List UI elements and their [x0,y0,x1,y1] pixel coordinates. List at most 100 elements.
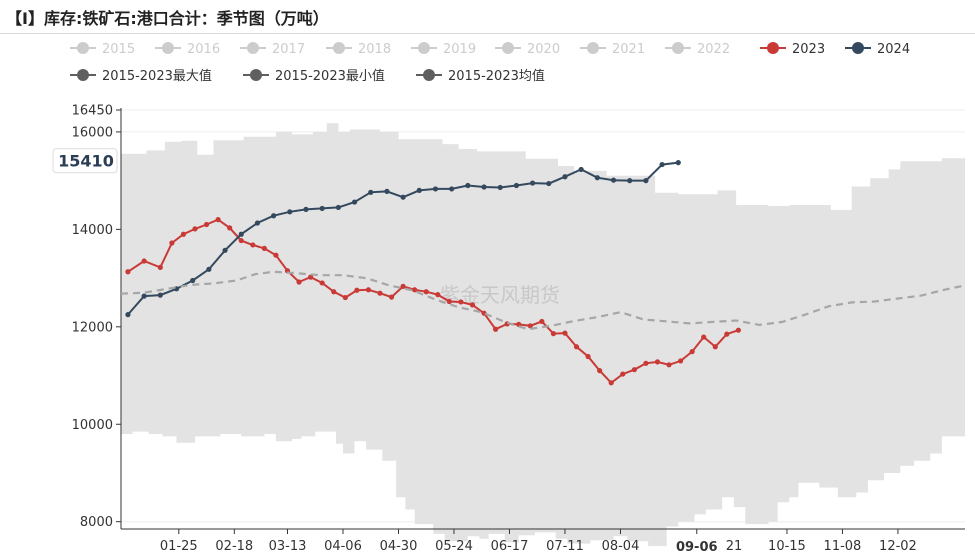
data-point-2024 [610,177,617,183]
data-point-2023 [125,269,131,275]
x-tick-label: 06-17 [491,539,529,554]
legend-dot-icon [587,42,599,54]
data-point-2023 [157,264,163,270]
legend-item-2019[interactable]: 2019 [411,42,476,57]
data-point-2024 [643,178,649,184]
x-tick-label-highlighted: 09-06 [676,540,718,555]
legend-dot-icon [247,42,259,54]
legend[interactable]: 2015 2016 2017 2018 2019 2020 2021 2022 2023 2024… [70,42,910,84]
legend-item-2015-2023均值[interactable]: 2015-2023均值 [416,68,545,84]
legend-dot-icon [423,69,435,81]
legend-label: 2015 [102,42,135,57]
data-point-2023 [585,353,591,360]
data-point-2024 [125,312,131,318]
legend-dot-icon [502,42,514,54]
x-tick-label: 01-25 [160,539,198,554]
y-tick-label: 16450 [72,104,113,119]
data-point-2024 [432,186,439,192]
data-point-2023 [342,294,348,301]
data-point-2023 [620,371,626,377]
data-point-2023 [180,231,187,237]
data-point-2023 [666,362,672,368]
data-point-2023 [273,252,279,258]
legend-item-2018[interactable]: 2018 [326,42,391,57]
legend-item-2015[interactable]: 2015 [70,42,135,57]
legend-item-2015-2023最大值[interactable]: 2015-2023最大值 [70,68,212,84]
legend-label: 2021 [612,42,645,57]
data-point-2023 [597,368,603,374]
data-point-2023 [169,240,175,246]
data-point-2024 [481,184,487,190]
data-point-2023 [400,283,406,289]
y-tick-label: 8000 [80,515,113,530]
legend-item-2021[interactable]: 2021 [580,42,645,57]
data-point-2024 [578,166,584,173]
max-min-band [121,123,965,547]
data-point-2024 [546,180,552,187]
data-point-2024 [141,293,147,299]
legend-label: 2024 [877,42,910,57]
data-point-2024 [562,174,568,180]
data-point-2023 [654,359,661,365]
data-point-2023 [319,280,325,286]
data-point-2023 [215,217,221,223]
legend-label: 2018 [358,42,391,57]
data-point-2023 [677,358,684,364]
legend-item-2020[interactable]: 2020 [495,42,560,57]
x-tick-label: 07-11 [546,539,584,554]
x-tick-label-partial: 21 [726,539,743,554]
data-point-2024 [238,231,244,237]
legend-dot-icon [77,69,89,81]
legend-label: 2022 [697,42,730,57]
legend-dot-icon [418,42,430,54]
data-point-2024 [416,187,422,193]
data-point-2023 [141,258,147,264]
data-point-2024 [157,292,163,298]
data-point-2024 [368,189,374,195]
data-point-2023 [238,237,244,244]
data-point-2024 [659,161,665,168]
legend-item-2024[interactable]: 2024 [845,42,910,57]
data-point-2023 [527,323,533,329]
data-point-2023 [412,287,418,293]
legend-item-2015-2023最小值[interactable]: 2015-2023最小值 [243,68,385,84]
x-tick-label: 03-13 [269,539,307,554]
legend-item-2016[interactable]: 2016 [155,42,220,57]
data-point-2023 [689,349,695,355]
data-point-2023 [377,290,383,296]
data-point-2023 [365,287,372,293]
data-point-2023 [539,318,545,325]
data-point-2023 [192,226,198,232]
legend-item-2023[interactable]: 2023 [760,42,825,57]
legend-label: 2020 [527,42,560,57]
data-point-2023 [735,327,741,333]
data-point-2023 [261,245,267,251]
data-point-2024 [529,180,536,186]
data-point-2024 [335,204,341,211]
data-point-2023 [562,330,568,336]
data-point-2023 [458,299,464,305]
legend-item-2022[interactable]: 2022 [665,42,730,57]
series-layer [120,160,966,386]
legend-item-2017[interactable]: 2017 [240,42,305,57]
data-point-2023 [250,242,256,248]
value-marker-text: 15410 [58,152,114,171]
data-point-2023 [446,298,452,305]
data-point-2023 [308,274,314,280]
legend-dot-icon [672,42,684,54]
data-point-2023 [631,367,637,373]
data-point-2023 [608,380,614,386]
data-point-2024 [449,186,455,192]
y-tick-label: 14000 [72,223,113,238]
data-point-2023 [331,289,337,295]
value-marker-box [52,148,118,174]
y-tick-label: 16000 [72,125,113,140]
x-tick-label: 08-04 [602,539,640,554]
data-point-2023 [724,331,730,337]
y-tick-label: 10000 [72,418,113,433]
data-point-2023 [712,344,718,350]
watermark-text: 紫金天风期货 [440,283,560,307]
x-tick-label: 04-06 [324,539,362,554]
legend-label: 2015-2023均值 [448,68,545,84]
